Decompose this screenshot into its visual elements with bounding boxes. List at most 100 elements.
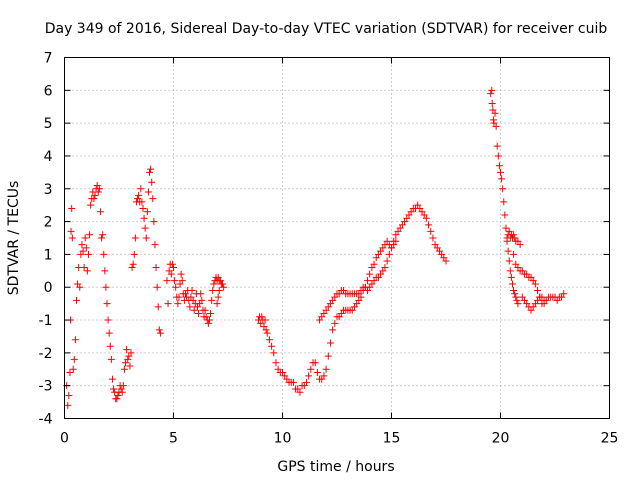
data-point (488, 99, 496, 107)
data-point (209, 287, 217, 295)
data-point (311, 359, 319, 367)
x-tick-label: 25 (601, 431, 619, 447)
data-point (531, 280, 539, 288)
data-point (488, 86, 496, 94)
data-point (67, 227, 75, 235)
data-point (151, 241, 159, 249)
data-point (422, 214, 430, 222)
data-point (508, 280, 516, 288)
data-point (220, 283, 228, 291)
data-point (70, 355, 78, 363)
data-point (305, 372, 313, 380)
data-point (141, 224, 149, 232)
data-point (131, 234, 139, 242)
data-point (99, 231, 107, 239)
y-tick-label: -3 (39, 379, 53, 395)
data-point (366, 270, 374, 278)
data-point (331, 319, 339, 327)
data-point (142, 234, 150, 242)
data-point (123, 346, 131, 354)
data-point (107, 355, 115, 363)
data-point (498, 175, 506, 183)
data-point (114, 392, 122, 400)
data-point (82, 244, 90, 252)
x-tick-label: 0 (60, 431, 69, 447)
data-point (81, 234, 89, 242)
data-point (65, 392, 73, 400)
data-point (156, 329, 164, 337)
data-point (324, 352, 332, 360)
data-point (127, 349, 135, 357)
data-point (150, 218, 158, 226)
data-point (201, 306, 209, 314)
data-point (147, 165, 155, 173)
data-point (540, 296, 548, 304)
data-point (502, 224, 510, 232)
data-point (263, 329, 271, 337)
data-point (153, 283, 161, 291)
x-tick-label: 20 (492, 431, 510, 447)
data-point (499, 185, 507, 193)
y-axis-label: SDTVAR / TECUs (6, 181, 22, 296)
data-point (205, 316, 213, 324)
data-marks (63, 86, 568, 409)
data-point (96, 208, 104, 216)
y-tick-label: -4 (39, 412, 53, 428)
data-point (68, 204, 76, 212)
data-point (137, 185, 145, 193)
data-point (497, 168, 504, 176)
data-point (511, 290, 519, 298)
data-point (83, 267, 91, 275)
data-point (215, 287, 223, 295)
data-point (210, 280, 218, 288)
data-point (503, 237, 511, 245)
data-point (101, 267, 109, 275)
data-point (167, 270, 175, 278)
data-point (507, 273, 515, 281)
data-point (171, 277, 179, 285)
data-point (139, 204, 147, 212)
data-point (213, 300, 221, 308)
data-point (91, 191, 99, 199)
data-point (190, 306, 198, 314)
data-point (106, 342, 114, 350)
data-point (381, 264, 389, 272)
data-point (163, 277, 171, 285)
data-point (505, 257, 513, 265)
data-point (202, 313, 210, 321)
data-point (326, 339, 334, 347)
x-tick-label: 5 (169, 431, 178, 447)
data-point (126, 362, 134, 370)
data-point (261, 316, 269, 324)
data-point (72, 296, 80, 304)
data-point (186, 303, 194, 311)
data-point (560, 290, 568, 298)
y-tick-label: 1 (44, 247, 53, 263)
chart-title: Day 349 of 2016, Sidereal Day-to-day VTE… (45, 21, 608, 37)
data-point (425, 221, 433, 229)
data-point (258, 313, 266, 321)
data-point (113, 395, 121, 403)
data-point (270, 349, 278, 357)
data-point (168, 260, 176, 268)
data-point (214, 293, 222, 301)
data-point (198, 296, 206, 304)
data-point (491, 109, 499, 117)
data-point (118, 388, 126, 396)
data-point (71, 336, 79, 344)
data-point (219, 280, 227, 288)
data-point (506, 267, 514, 275)
data-point (79, 247, 87, 255)
data-point (149, 195, 157, 203)
data-point (154, 303, 162, 311)
data-point (105, 329, 113, 337)
data-point (95, 185, 103, 193)
data-point (262, 326, 270, 334)
y-tick-label: 7 (44, 51, 53, 67)
data-point (534, 287, 542, 295)
data-point (514, 300, 522, 308)
data-point (98, 234, 106, 242)
data-point (504, 247, 512, 255)
data-point (100, 250, 108, 258)
